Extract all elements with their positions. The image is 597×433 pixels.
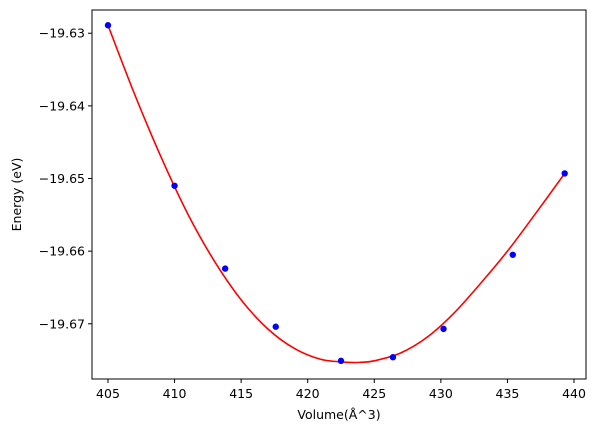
y-axis-ticks: −19.63 −19.64 −19.65 −19.66 −19.67 — [39, 26, 92, 331]
x-tick-label: 425 — [362, 386, 386, 401]
x-tick-label: 420 — [296, 386, 320, 401]
y-tick-label: −19.65 — [39, 171, 85, 186]
data-point — [440, 325, 447, 333]
data-point — [221, 265, 229, 272]
y-tick-label: −19.63 — [39, 26, 85, 41]
x-tick-label: 405 — [96, 386, 120, 401]
x-tick-label: 440 — [562, 386, 586, 401]
data-point — [272, 323, 279, 330]
y-tick-label: −19.64 — [39, 98, 85, 113]
y-tick-label: −19.67 — [39, 316, 85, 331]
y-tick-label: −19.66 — [39, 244, 85, 259]
x-axis-label: Volume(Å^3) — [297, 407, 380, 422]
data-point — [561, 170, 568, 177]
data-point — [389, 354, 397, 361]
x-tick-label: 430 — [429, 386, 453, 401]
x-axis-ticks: 405 410 415 420 425 430 435 440 — [96, 379, 586, 401]
data-point — [171, 182, 178, 189]
data-point — [337, 357, 345, 365]
plot-area — [104, 22, 568, 365]
data-point — [104, 22, 112, 29]
x-tick-label: 415 — [229, 386, 253, 401]
fit-curve-line — [107, 24, 566, 364]
y-axis-label: Energy (eV) — [9, 158, 24, 232]
data-points — [104, 22, 568, 365]
x-tick-label: 410 — [163, 386, 187, 401]
data-point — [509, 251, 516, 258]
axes-frame — [91, 9, 587, 380]
x-tick-label: 435 — [496, 386, 520, 401]
